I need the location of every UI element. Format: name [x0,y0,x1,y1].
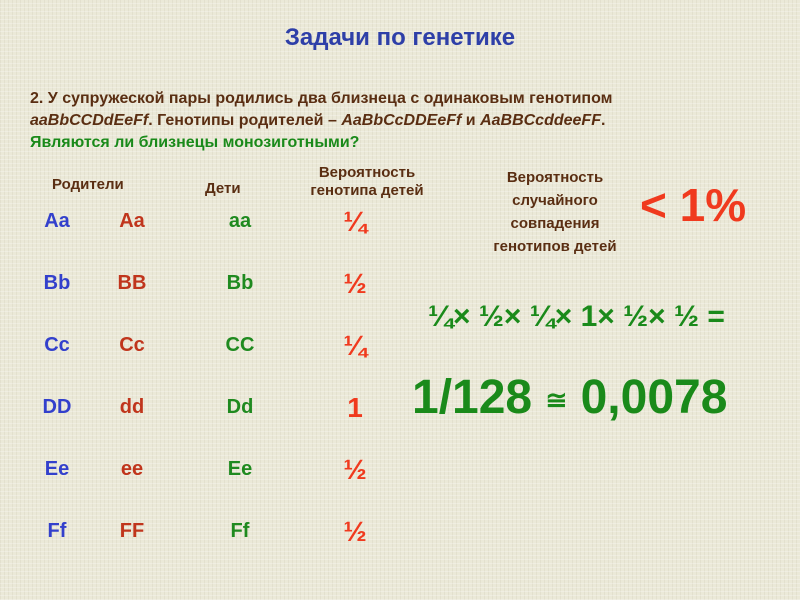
child-genotype: aaBbCCDdEeFf [30,112,149,129]
task-line2: . Генотипы родителей – [148,112,342,129]
task-line1: 2. У супружеской пары родились два близн… [30,90,613,107]
child-genotype-cell: Ff [230,520,250,542]
parent1-genotype: AaBbCcDDEeFf [341,112,462,129]
child-genotype-cell: CC [225,334,255,356]
header-probability-line2: генотипа детей [310,182,424,199]
parent2-allele: ee [120,458,144,480]
probability-product: ¼× ½× ¼× 1× ½× ½ = [428,300,725,333]
less-than-1-percent: < 1% [640,179,747,231]
child-genotype-cell: aa [228,210,252,232]
parent2-genotype: AaBBCcddeeFF [480,112,601,129]
parent1-allele: Bb [43,272,71,294]
match-line4: генотипов детей [493,238,617,255]
header-probability-line1: Вероятность [318,164,416,181]
genotype-probability: ½ [343,454,367,485]
parent1-allele: DD [42,396,72,418]
period: . [600,112,606,129]
header-children: Дети [205,180,241,197]
genotype-probability: ½ [343,516,367,547]
header-parents: Родители [52,176,124,193]
genotype-probability: ¼ [343,330,367,361]
genotype-probability: ½ [343,268,367,299]
parent2-allele: BB [117,272,147,294]
header-match-probability: Вероятность случайного совпадения геноти… [460,166,650,258]
genotype-probability: ¼ [343,206,367,237]
genotype-probability: 1 [347,392,363,423]
parent1-allele: Ee [44,458,70,480]
result-line: 1/128 ≅ 0,0078 [412,370,727,425]
approx-sign: ≅ [545,384,568,415]
result-fraction: 1/128 [412,371,533,424]
slide-title: Задачи по генетике [284,24,516,51]
parent1-allele: Cc [44,334,70,356]
match-line3: совпадения [510,215,600,232]
parent2-allele: Aa [119,210,145,232]
match-line1: Вероятность [506,169,604,186]
task-text: 2. У супружеской пары родились два близн… [30,88,612,154]
header-probability: Вероятность генотипа детей [292,164,442,200]
child-genotype-cell: Dd [226,396,254,418]
parent2-allele: Cc [119,334,145,356]
result-decimal: 0,0078 [580,371,728,424]
task-question: Являются ли близнецы монозиготными? [30,134,360,151]
parent2-allele: FF [119,520,145,542]
match-line2: случайного [512,192,598,209]
child-genotype-cell: Ee [227,458,253,480]
parent1-allele: Aa [44,210,70,232]
child-genotype-cell: Bb [226,272,254,294]
parent2-allele: dd [119,396,145,418]
parent1-allele: Ff [47,520,67,542]
and-text: и [461,112,481,129]
